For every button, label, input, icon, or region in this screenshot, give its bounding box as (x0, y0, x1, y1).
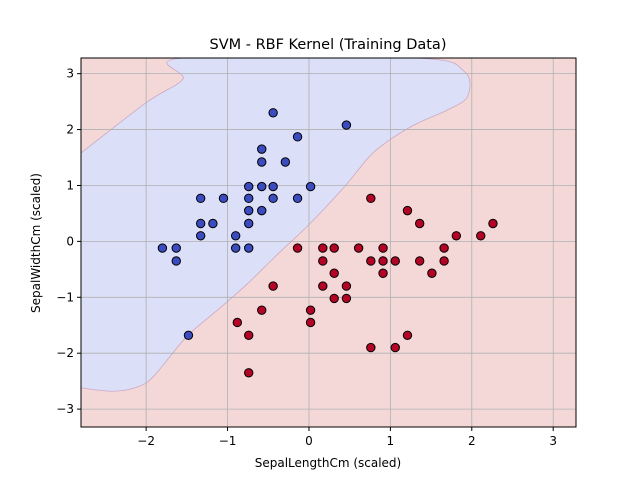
y-tick-label: 3 (66, 67, 74, 81)
data-point (268, 108, 278, 118)
data-point (171, 243, 181, 253)
y-tick-label: −2 (56, 346, 74, 360)
data-point (257, 305, 267, 315)
data-point (439, 256, 449, 266)
data-point (230, 231, 241, 241)
y-tick-label: 2 (66, 123, 74, 137)
data-point (218, 193, 229, 204)
data-point (232, 317, 243, 328)
y-axis-label: SepalWidthCm (scaled) (29, 173, 43, 313)
y-tick-label: 1 (66, 178, 74, 192)
plot-frame (80, 57, 577, 428)
data-point (244, 330, 254, 341)
data-point (353, 243, 364, 253)
data-point (280, 157, 291, 167)
data-point (378, 256, 388, 266)
data-point (402, 205, 413, 216)
data-point (366, 342, 376, 353)
data-point (157, 243, 168, 253)
data-point (171, 256, 181, 266)
data-point (257, 205, 267, 216)
region-blue (81, 58, 471, 392)
data-point (378, 268, 388, 278)
y-tick-label: −1 (56, 290, 74, 304)
data-point (318, 281, 328, 291)
data-point (292, 193, 303, 204)
data-point (488, 218, 498, 229)
data-point (414, 218, 425, 229)
data-point (292, 132, 303, 142)
data-point (268, 193, 278, 204)
data-point (244, 368, 254, 378)
data-point (439, 243, 449, 253)
x-tick-label: 2 (468, 434, 476, 448)
data-point (257, 144, 267, 154)
data-point (329, 268, 339, 278)
y-tick-label: 0 (66, 234, 74, 248)
data-point (195, 218, 206, 229)
data-point (244, 181, 254, 192)
data-point (305, 181, 316, 192)
data-point (341, 120, 352, 130)
chart-title: SVM - RBF Kernel (Training Data) (210, 37, 447, 53)
x-tick-label: 0 (305, 434, 313, 448)
data-point (390, 256, 400, 266)
data-point (208, 218, 218, 229)
data-point (366, 193, 376, 204)
data-point (427, 268, 437, 278)
x-tick-label: 3 (549, 434, 557, 448)
data-point (318, 256, 328, 266)
data-point (341, 281, 352, 291)
x-axis-label: SepalLengthCm (scaled) (255, 456, 401, 470)
x-tick-label: −2 (137, 434, 155, 448)
data-point (402, 330, 413, 341)
data-point (476, 231, 486, 241)
data-point (257, 181, 267, 192)
data-point (257, 157, 267, 167)
data-point (414, 256, 425, 266)
data-point (268, 181, 278, 192)
data-point (329, 243, 339, 253)
data-point (378, 243, 388, 253)
data-point (244, 218, 254, 229)
data-point (244, 243, 254, 253)
data-point (230, 243, 241, 253)
data-point (305, 317, 316, 328)
data-point (195, 193, 206, 204)
data-point (183, 330, 194, 341)
x-tick-label: 1 (387, 434, 395, 448)
data-point (195, 231, 206, 241)
data-point (305, 305, 316, 315)
data-point (390, 342, 400, 353)
data-point (451, 231, 462, 241)
data-point (244, 193, 254, 204)
data-point (244, 205, 254, 216)
data-point (366, 256, 376, 266)
data-point (268, 281, 278, 291)
plot-area: −2 −1 0 1 2 3 −3 −2 −1 0 1 2 3 (56, 57, 577, 448)
data-point (318, 243, 328, 253)
data-point (292, 243, 303, 253)
x-tick-label: −1 (219, 434, 237, 448)
data-point (341, 293, 352, 304)
y-tick-label: −3 (56, 402, 74, 416)
data-point (329, 293, 339, 304)
